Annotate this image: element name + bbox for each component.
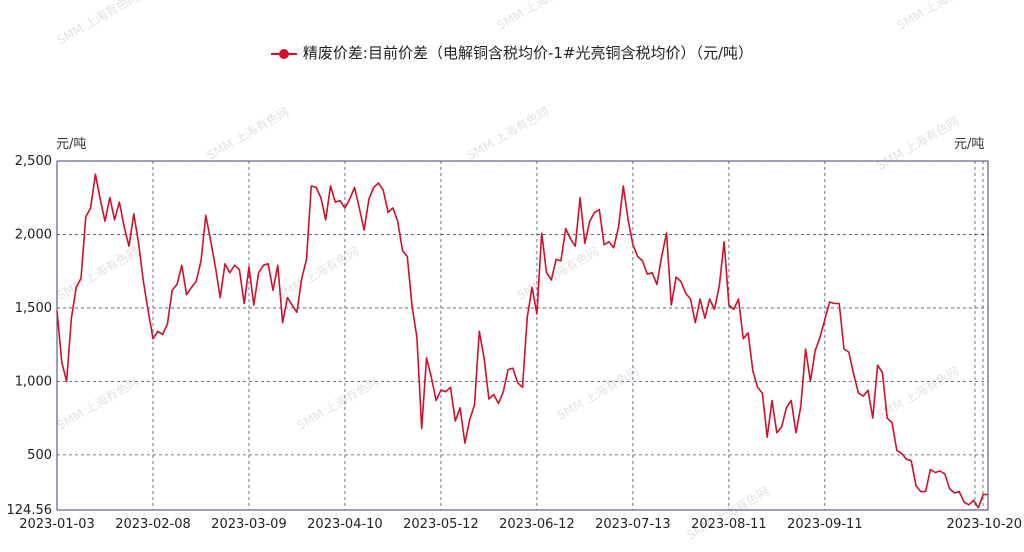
x-tick-label: 2023-03-09 bbox=[211, 517, 287, 532]
watermark-text: SMM 上海有色网 bbox=[464, 104, 551, 163]
chart-legend[interactable]: 精废价差:目前价差（电解铜含税均价-1#光亮铜含税均价）（元/吨） bbox=[0, 42, 1024, 63]
x-tick-label: 2023-08-11 bbox=[691, 517, 767, 532]
series-line bbox=[56, 173, 988, 509]
plot-frame bbox=[56, 160, 989, 511]
x-tick-label: 2023-09-11 bbox=[787, 517, 863, 532]
y-tick-label: 1,000 bbox=[15, 374, 52, 389]
watermark-text: SMM 上海有色网 bbox=[894, 0, 981, 33]
x-tick-label: 2023-01-03 bbox=[19, 517, 95, 532]
y-tick-label: 124.56 bbox=[7, 503, 53, 518]
y-tick-label: 2,000 bbox=[15, 227, 52, 242]
watermark-text: SMM 上海有色网 bbox=[274, 244, 361, 303]
y-axis-unit-left: 元/吨 bbox=[56, 137, 87, 152]
watermark-text: SMM 上海有色网 bbox=[494, 0, 581, 33]
watermark-text: SMM 上海有色网 bbox=[684, 484, 771, 543]
watermark-text: SMM 上海有色网 bbox=[874, 114, 961, 173]
y-axis-unit-right: 元/吨 bbox=[954, 137, 985, 152]
y-tick-label: 1,500 bbox=[15, 301, 52, 316]
x-tick-label: 2023-02-08 bbox=[115, 517, 191, 532]
watermark-text: SMM 上海有色网 bbox=[294, 374, 381, 433]
x-tick-label: 2023-06-12 bbox=[499, 517, 575, 532]
watermark-text: SMM 上海有色网 bbox=[554, 364, 641, 423]
x-tick-label: 2023-05-12 bbox=[403, 517, 479, 532]
watermark-text: SMM 上海有色网 bbox=[204, 104, 291, 163]
x-tick-label: 2023-04-10 bbox=[307, 517, 383, 532]
legend-line-marker-icon bbox=[270, 48, 297, 60]
watermark-text: SMM 上海有色网 bbox=[54, 374, 141, 433]
x-tick-label: 2023-10-20 bbox=[946, 517, 1022, 532]
watermark-text: SMM 上海有色网 bbox=[54, 0, 141, 48]
watermark-text: SMM 上海有色网 bbox=[54, 244, 141, 303]
legend-series-label: 精废价差:目前价差（电解铜含税均价-1#光亮铜含税均价）（元/吨） bbox=[302, 44, 754, 62]
y-tick-label: 2,500 bbox=[15, 154, 52, 169]
x-tick-label: 2023-07-13 bbox=[595, 517, 671, 532]
y-tick-label: 500 bbox=[27, 448, 52, 463]
watermark-text: SMM 上海有色网 bbox=[514, 244, 601, 303]
